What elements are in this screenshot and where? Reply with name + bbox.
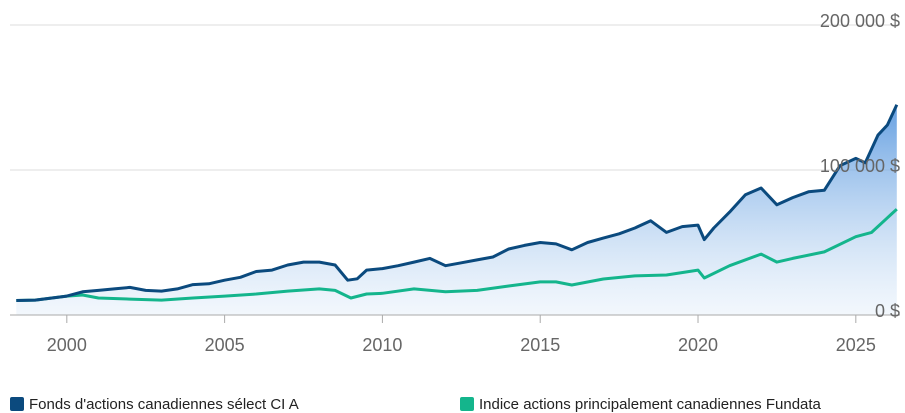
series-line bbox=[16, 208, 898, 302]
x-tick-label: 2000 bbox=[47, 335, 87, 355]
x-tick-label: 2010 bbox=[362, 335, 402, 355]
x-tick-label: 2015 bbox=[520, 335, 560, 355]
legend-label: Fonds d'actions canadiennes sélect CI A bbox=[29, 396, 299, 413]
y-tick-label: 0 $ bbox=[875, 301, 900, 321]
x-tick-label: 2025 bbox=[836, 335, 876, 355]
y-tick-label: 200 000 $ bbox=[820, 11, 900, 31]
legend-swatch bbox=[10, 397, 24, 411]
legend-label: Indice actions principalement canadienne… bbox=[479, 396, 822, 413]
x-tick-label: 2005 bbox=[205, 335, 245, 355]
legend-swatch bbox=[460, 397, 474, 411]
x-tick-label: 2020 bbox=[678, 335, 718, 355]
area bbox=[16, 104, 897, 315]
series-line bbox=[16, 104, 899, 302]
y-tick-label: 100 000 $ bbox=[820, 156, 900, 176]
